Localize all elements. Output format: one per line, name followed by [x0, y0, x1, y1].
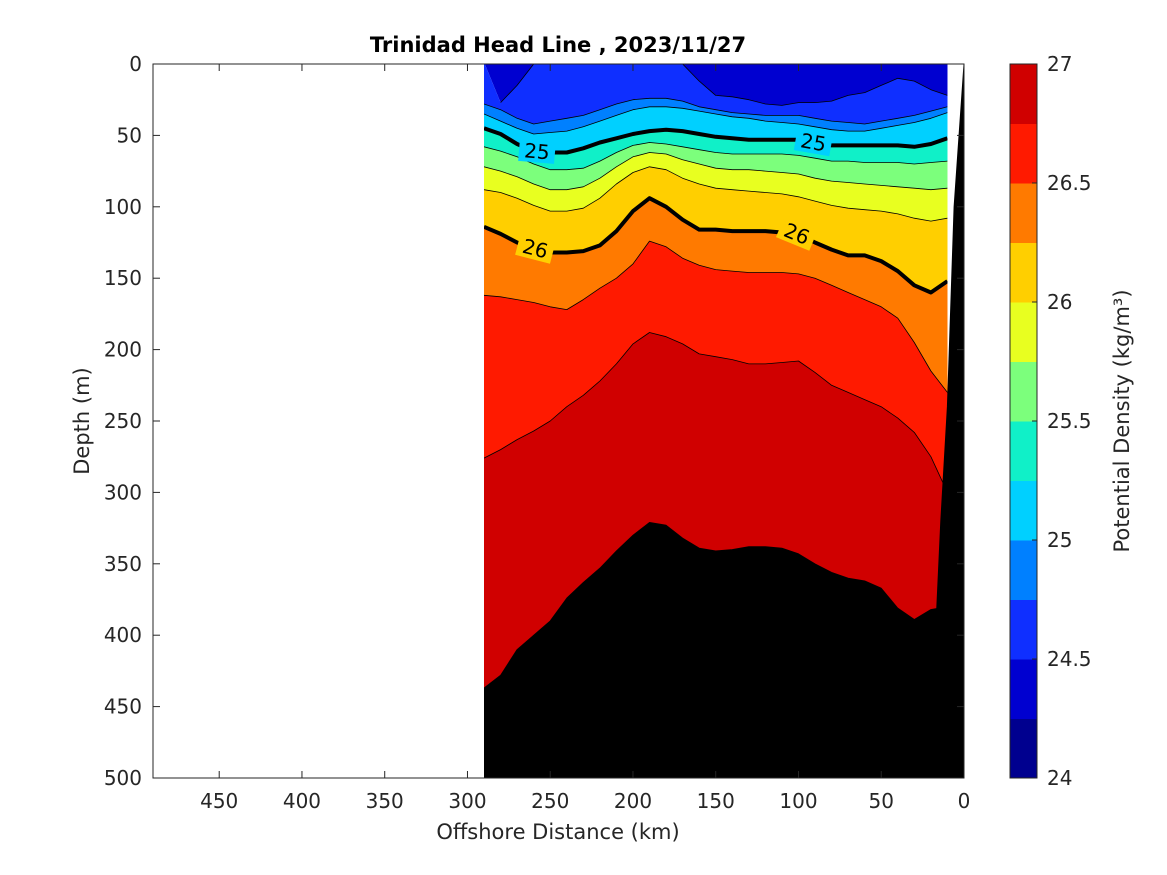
density-band [484, 241, 948, 493]
y-tick-label: 450 [104, 695, 142, 719]
colorbar-swatch [1010, 302, 1037, 362]
y-tick-label: 300 [104, 480, 142, 504]
y-tick-label: 0 [129, 52, 142, 76]
contour-label-text: 25 [799, 128, 828, 156]
colorbar-swatch [1010, 599, 1037, 660]
y-axis: 0 50 100 150 200 250 300 350 400 450 500 [104, 52, 964, 790]
isopycnal-line [484, 106, 948, 135]
isopycnal-line [484, 97, 948, 125]
colorbar-tick-label: 26.5 [1047, 171, 1092, 195]
x-tick-label: 250 [531, 789, 569, 813]
density-band [484, 152, 948, 222]
isopycnal-line [500, 64, 948, 106]
y-tick-label: 200 [104, 338, 142, 362]
density-band [484, 522, 948, 778]
y-tick-label: 50 [117, 123, 142, 147]
isopycnal-line [484, 240, 948, 393]
chart-title: Trinidad Head Line , 2023/11/27 [370, 33, 746, 57]
x-axis: 450 400 350 300 250 200 150 100 50 0 [200, 64, 970, 813]
isopycnal-line [484, 152, 948, 191]
y-tick-label: 150 [104, 266, 142, 290]
colorbar-tick-label: 25.5 [1047, 409, 1092, 433]
contour-label: 25 [518, 138, 556, 164]
isopycnal-line [484, 332, 948, 493]
colorbar-swatch [1010, 123, 1037, 184]
x-tick-label: 350 [366, 789, 404, 813]
contour-label-bg [515, 233, 556, 264]
contour-fills [484, 64, 948, 778]
x-tick-label: 150 [697, 789, 735, 813]
bathymetry [923, 64, 964, 778]
colorbar-swatch [1010, 540, 1037, 600]
colorbar-swatch [1010, 480, 1037, 541]
y-tick-label: 400 [104, 623, 142, 647]
y-tick-label: 100 [104, 195, 142, 219]
contour-lines [484, 64, 948, 689]
density-band [484, 64, 948, 106]
x-tick-label: 450 [200, 789, 238, 813]
density-band [484, 64, 948, 124]
contour-label-bg [793, 128, 834, 157]
y-axis-label: Depth (m) [70, 367, 94, 474]
x-tick-label: 300 [448, 789, 486, 813]
isopycnal-line [484, 522, 948, 689]
isopycnal-line [484, 166, 948, 222]
colorbar: 24 24.5 25 25.5 26 26.5 27 [1009, 52, 1092, 790]
isopycnal-line [484, 196, 948, 295]
colorbar-tick-label: 25 [1047, 528, 1072, 552]
colorbar-swatch [1010, 659, 1037, 719]
y-tick-label: 350 [104, 552, 142, 576]
x-tick-label: 400 [283, 789, 321, 813]
y-tick-label: 500 [104, 766, 142, 790]
colorbar-swatch [1010, 183, 1037, 243]
isopycnal-line [484, 142, 948, 171]
x-tick-label: 200 [614, 789, 652, 813]
density-band [484, 128, 948, 170]
colorbar-swatch [1010, 361, 1037, 422]
x-tick-label: 50 [869, 789, 894, 813]
y-tick-label: 250 [104, 409, 142, 433]
colorbar-swatch [1010, 242, 1037, 303]
colorbar-tick-label: 27 [1047, 52, 1072, 76]
isopycnal-line [484, 126, 948, 155]
colorbar-tick-label: 26 [1047, 290, 1072, 314]
colorbar-swatch [1010, 718, 1037, 779]
colorbar-label: Potential Density (kg/m³) [1110, 289, 1134, 552]
x-tick-label: 0 [958, 789, 971, 813]
density-band [484, 98, 948, 134]
seafloor-topography [923, 64, 964, 778]
contour-label-text: 25 [523, 138, 550, 164]
colorbar-tick-label: 24 [1047, 766, 1072, 790]
contour-label-bg [518, 138, 556, 164]
x-axis-label: Offshore Distance (km) [436, 820, 679, 844]
density-band [484, 332, 948, 688]
contour-label-bg [775, 216, 818, 251]
contour-label: 25 [793, 128, 834, 157]
colorbar-swatch [1010, 421, 1037, 481]
colorbar-swatch [1010, 64, 1037, 124]
x-tick-label: 100 [779, 789, 817, 813]
colorbar-tick-label: 24.5 [1047, 647, 1092, 671]
